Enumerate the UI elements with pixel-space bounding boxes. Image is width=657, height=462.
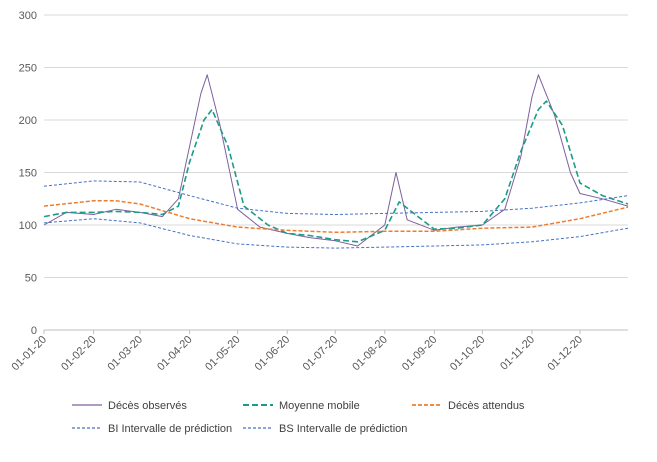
y-tick-label: 50 — [25, 273, 37, 285]
y-tick-label: 0 — [31, 325, 37, 337]
series-lines — [43, 74, 629, 249]
x-tick-label: 01-01-20 — [9, 334, 49, 374]
series-line-moving_avg — [43, 100, 629, 243]
y-tick-label: 250 — [19, 63, 37, 75]
x-tick-label: 01-05-20 — [203, 334, 243, 374]
y-tick-label: 150 — [19, 168, 37, 180]
x-tick-label: 01-03-20 — [105, 334, 145, 374]
legend-label-lower: BI Intervalle de prédiction — [108, 423, 232, 435]
series-line-lower — [43, 218, 629, 249]
y-tick-label: 300 — [19, 10, 37, 22]
x-tick-label: 01-04-20 — [155, 334, 195, 374]
legend-label-observed: Décès observés — [108, 400, 187, 412]
series-line-upper — [43, 180, 629, 215]
x-tick-label: 01-09-20 — [400, 334, 440, 374]
series-line-expected — [43, 200, 629, 234]
x-tick-label: 01-10-20 — [448, 334, 488, 374]
x-tick-label: 01-12-20 — [545, 334, 585, 374]
y-tick-label: 100 — [19, 220, 37, 232]
legend-label-moving_avg: Moyenne mobile — [279, 400, 360, 412]
legend-label-upper: BS Intervalle de prédiction — [279, 423, 407, 435]
x-tick-label: 01-11-20 — [498, 334, 537, 373]
gridlines — [44, 14, 628, 278]
series-line-observed — [43, 74, 629, 247]
y-tick-label: 200 — [19, 115, 37, 127]
x-tick-label: 01-06-20 — [253, 334, 293, 374]
x-axis: 01-01-20 01-02-20 01-03-20 01-04-20 01-05-20… — [9, 329, 628, 374]
x-tick-label: 01-02-20 — [59, 334, 99, 374]
x-tick-label: 01-07-20 — [301, 334, 341, 374]
x-tick-label: 01-08-20 — [350, 334, 390, 374]
legend: Décès observés Moyenne mobile Décès attend… — [72, 400, 525, 435]
legend-label-expected: Décès attendus — [448, 400, 525, 412]
y-axis-ticks: 0 50 100 150 200 250 300 — [19, 10, 37, 337]
